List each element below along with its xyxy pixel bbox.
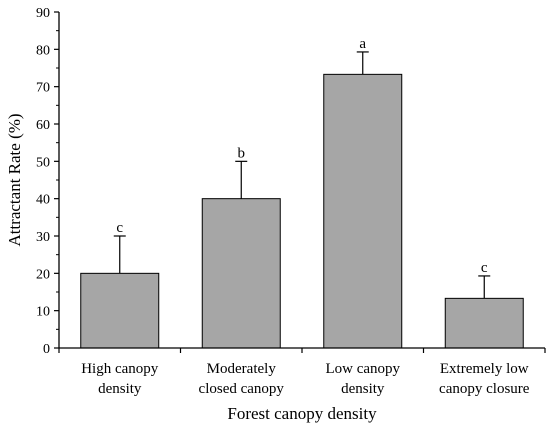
category-label-4-line-1: Extremely low — [440, 361, 529, 377]
bar-4 — [444, 297, 524, 349]
axes-layer — [54, 11, 546, 353]
y-tick-label-20: 20 — [36, 267, 50, 282]
bar-2 — [201, 198, 281, 349]
y-tick-label-40: 40 — [36, 193, 50, 208]
y-tick-label-10: 10 — [36, 305, 50, 320]
bars-layer — [80, 73, 524, 349]
category-label-3-line-2: density — [341, 381, 385, 397]
category-label-1-line-1: High canopy — [81, 361, 159, 377]
x-axis-title: Forest canopy density — [227, 404, 377, 423]
y-tick-label-0: 0 — [43, 342, 50, 357]
significance-label-1: c — [116, 220, 123, 236]
y-tick-label-70: 70 — [36, 81, 50, 96]
y-tick-label-30: 30 — [36, 230, 50, 245]
significance-label-4: c — [481, 260, 488, 276]
category-label-2-line-1: Moderately — [207, 361, 277, 377]
y-tick-label-60: 60 — [36, 118, 50, 133]
significance-label-2: b — [238, 145, 246, 161]
y-tick-label-50: 50 — [36, 155, 50, 170]
category-label-2-line-2: closed canopy — [199, 381, 285, 397]
y-axis-title: Attractant Rate (%) — [5, 113, 24, 246]
y-tick-label-90: 90 — [36, 6, 50, 21]
bar-3 — [323, 73, 403, 349]
category-label-1-line-2: density — [98, 381, 142, 397]
category-label-3-line-1: Low canopy — [325, 361, 400, 377]
y-tick-label-80: 80 — [36, 43, 50, 58]
bar-1 — [80, 272, 160, 349]
category-label-4-line-2: canopy closure — [439, 381, 530, 397]
labels-layer: c High canopy density b Moderately closed can… — [36, 6, 530, 397]
error-bars-layer — [113, 51, 491, 299]
significance-label-3: a — [359, 36, 366, 52]
